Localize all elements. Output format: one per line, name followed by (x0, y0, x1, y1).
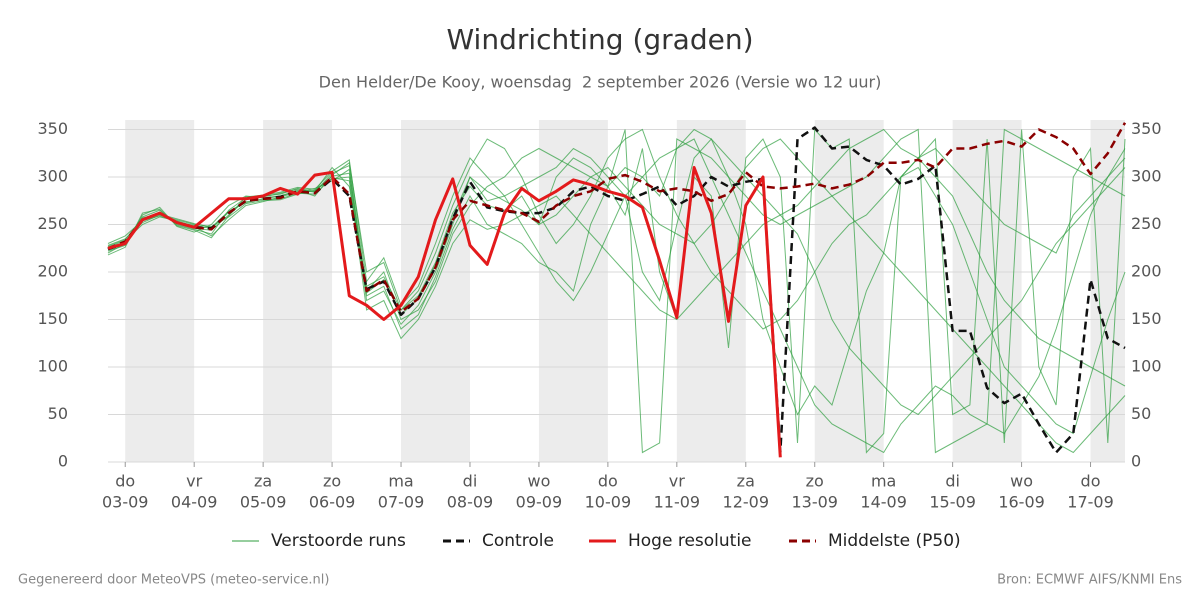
x-tick-label: ma (388, 472, 413, 491)
day-shade (1090, 120, 1125, 462)
x-tick-label: vr (186, 472, 202, 491)
y2-tick-label: 300 (1131, 167, 1162, 186)
x-tick-label: 14-09 (860, 493, 907, 512)
day-shade (952, 120, 1022, 462)
x-tick-label: 10-09 (585, 493, 632, 512)
legend-label: Controle (482, 531, 554, 551)
x-tick-label: za (254, 472, 272, 491)
x-tick-label: do (115, 472, 135, 491)
day-shade (125, 120, 195, 462)
x-tick-label: 17-09 (1067, 493, 1114, 512)
x-tick-label: 03-09 (102, 493, 149, 512)
x-tick-label: ma (871, 472, 896, 491)
x-tick-label: 13-09 (791, 493, 838, 512)
legend-label: Verstoorde runs (271, 531, 406, 551)
x-tick-label: vr (669, 472, 685, 491)
legend-label: Middelste (P50) (828, 531, 961, 551)
footer-right: Bron: ECMWF AIFS/KNMI Ens (997, 573, 1182, 588)
x-tick-label: 16-09 (998, 493, 1045, 512)
x-tick-label: di (945, 472, 960, 491)
y-tick-label: 350 (37, 119, 68, 138)
chart-title: Windrichting (graden) (446, 23, 753, 56)
day-shade (676, 120, 746, 462)
x-tick-label: za (737, 472, 755, 491)
y-tick-label: 200 (37, 262, 68, 281)
y2-tick-label: 100 (1131, 357, 1162, 376)
y2-tick-label: 50 (1131, 404, 1151, 423)
chart-subtitle: Den Helder/De Kooy, woensdag 2 september… (319, 73, 882, 92)
x-tick-label: 09-09 (516, 493, 563, 512)
x-tick-label: 11-09 (654, 493, 701, 512)
y-tick-label: 0 (58, 452, 68, 471)
x-tick-label: zo (806, 472, 824, 491)
y2-tick-label: 350 (1131, 119, 1162, 138)
footer-left: Gegenereerd door MeteoVPS (meteo-service… (18, 573, 329, 588)
x-tick-label: 08-09 (447, 493, 494, 512)
series-line (107, 166, 782, 458)
y-tick-label: 300 (37, 167, 68, 186)
ensemble-line (107, 128, 1126, 454)
x-tick-label: 07-09 (378, 493, 425, 512)
x-tick-label: 05-09 (240, 493, 287, 512)
x-tick-label: di (463, 472, 478, 491)
x-tick-label: wo (1010, 472, 1033, 491)
y2-tick-label: 200 (1131, 262, 1162, 281)
y-tick-label: 50 (48, 404, 68, 423)
x-tick-label: wo (527, 472, 550, 491)
x-tick-label: do (598, 472, 618, 491)
y2-tick-label: 250 (1131, 214, 1162, 233)
x-tick-label: zo (323, 472, 341, 491)
x-tick-label: 06-09 (309, 493, 356, 512)
y2-tick-label: 150 (1131, 309, 1162, 328)
y-tick-label: 150 (37, 309, 68, 328)
x-tick-label: 15-09 (929, 493, 976, 512)
ensemble-line (107, 138, 1126, 454)
legend-label: Hoge resolutie (628, 531, 752, 551)
y-tick-label: 100 (37, 357, 68, 376)
ensemble-line (107, 128, 1126, 454)
ensemble-line (107, 138, 1126, 435)
day-shade (263, 120, 333, 462)
y2-tick-label: 0 (1131, 452, 1141, 471)
x-tick-label: 04-09 (171, 493, 218, 512)
series-line (107, 122, 1127, 314)
x-tick-label: 12-09 (723, 493, 770, 512)
x-tick-label: do (1081, 472, 1101, 491)
y-tick-label: 250 (37, 214, 68, 233)
